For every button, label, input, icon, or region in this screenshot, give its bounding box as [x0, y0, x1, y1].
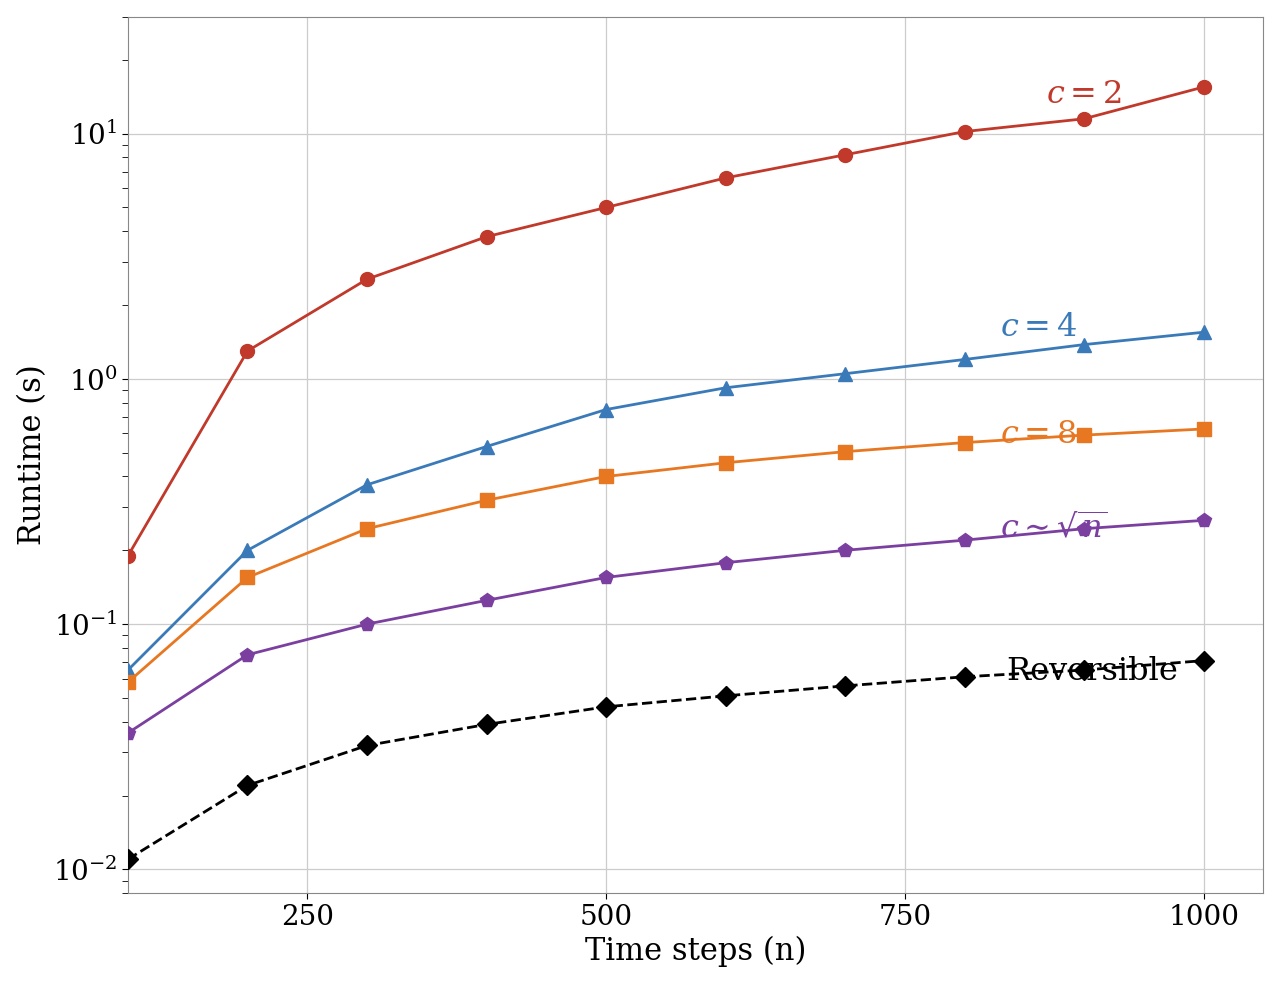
- X-axis label: Time steps (n): Time steps (n): [585, 936, 806, 967]
- Text: $c = 2$: $c = 2$: [1046, 79, 1123, 109]
- Text: $c = 8$: $c = 8$: [1001, 419, 1078, 450]
- Y-axis label: Runtime (s): Runtime (s): [17, 364, 47, 545]
- Text: $c \sim \sqrt{n}$: $c \sim \sqrt{n}$: [1001, 514, 1108, 546]
- Text: Reversible: Reversible: [1006, 656, 1179, 687]
- Text: $c = 4$: $c = 4$: [1001, 312, 1078, 343]
